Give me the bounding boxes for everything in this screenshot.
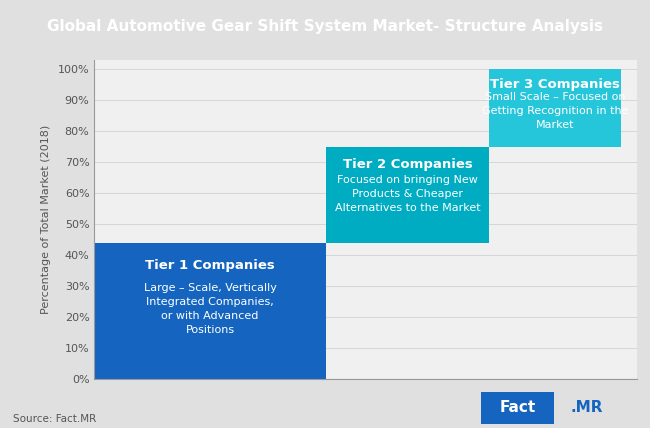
Y-axis label: Percentage of Total Market (2018): Percentage of Total Market (2018) bbox=[41, 125, 51, 314]
Text: Fact: Fact bbox=[499, 400, 536, 415]
Text: Global Automotive Gear Shift System Market- Structure Analysis: Global Automotive Gear Shift System Mark… bbox=[47, 19, 603, 34]
Text: Tier 2 Companies: Tier 2 Companies bbox=[343, 158, 473, 171]
Bar bbox=[326, 147, 489, 243]
Text: Focused on bringing New
Products & Cheaper
Alternatives to the Market: Focused on bringing New Products & Cheap… bbox=[335, 175, 480, 214]
Bar bbox=[94, 243, 326, 379]
Bar bbox=[481, 392, 554, 424]
Text: .MR: .MR bbox=[571, 400, 603, 415]
Text: Tier 3 Companies: Tier 3 Companies bbox=[490, 78, 620, 92]
Text: Small Scale – Focused on
Getting Recognition in the
Market: Small Scale – Focused on Getting Recogni… bbox=[482, 92, 629, 131]
Text: Tier 1 Companies: Tier 1 Companies bbox=[146, 259, 275, 272]
Bar bbox=[489, 69, 621, 147]
Text: Source: Fact.MR: Source: Fact.MR bbox=[13, 414, 96, 424]
Text: Large – Scale, Vertically
Integrated Companies,
or with Advanced
Positions: Large – Scale, Vertically Integrated Com… bbox=[144, 283, 277, 336]
